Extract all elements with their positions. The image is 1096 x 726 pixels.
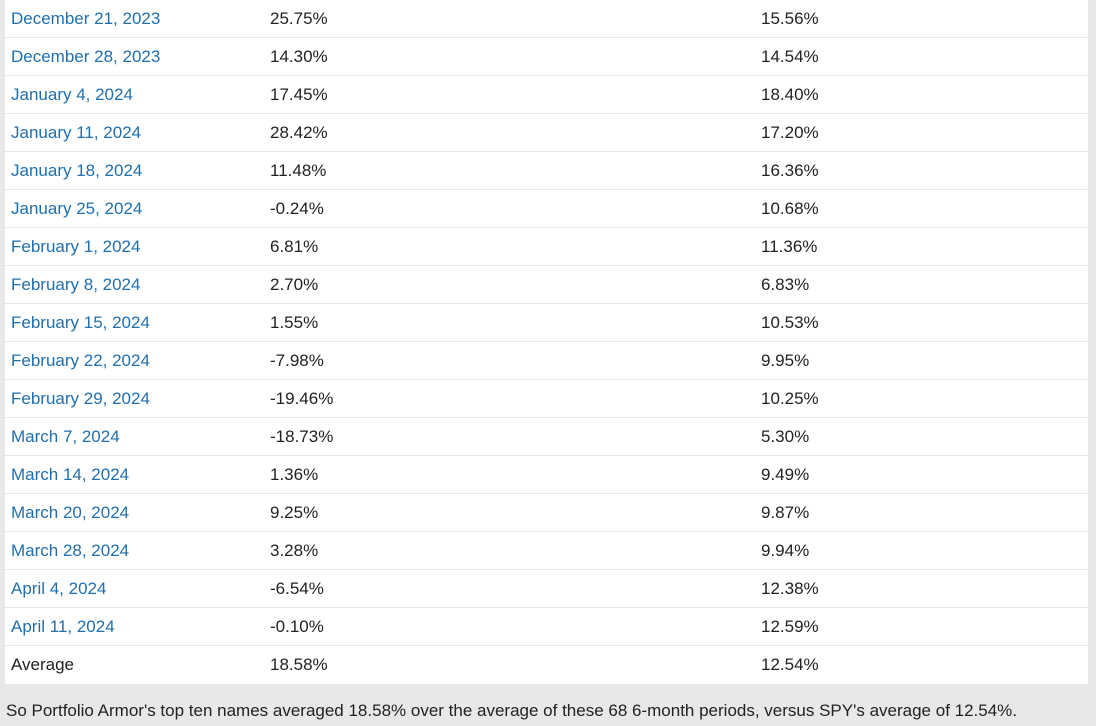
- date-link[interactable]: January 25, 2024: [11, 198, 143, 218]
- date-cell: April 11, 2024: [5, 607, 264, 646]
- average-top-ten-return: 18.58%: [270, 655, 328, 674]
- average-label: Average: [11, 655, 75, 674]
- top-ten-return-cell: -18.73%: [264, 417, 755, 456]
- table-row: March 14, 2024 1.36% 9.49%: [5, 455, 1088, 494]
- date-cell: February 8, 2024: [5, 265, 264, 304]
- spy-return-cell: 12.38%: [755, 569, 1088, 608]
- spy-return-cell: 11.36%: [755, 227, 1088, 266]
- top-ten-return-cell: 3.28%: [264, 531, 755, 570]
- date-cell: January 18, 2024: [5, 151, 264, 190]
- spy-return-cell: 16.36%: [755, 151, 1088, 190]
- top-ten-return-cell: 14.30%: [264, 37, 755, 76]
- table-row: February 22, 2024 -7.98% 9.95%: [5, 341, 1088, 380]
- average-spy-return: 12.54%: [761, 655, 819, 674]
- performance-table-body: December 21, 2023 25.75% 15.56% December 28…: [5, 0, 1088, 684]
- top-ten-return-cell: 17.45%: [264, 75, 755, 114]
- spy-return-cell: 17.20%: [755, 113, 1088, 152]
- top-ten-return-cell: -19.46%: [264, 379, 755, 418]
- table-row: January 4, 2024 17.45% 18.40%: [5, 75, 1088, 114]
- date-cell: March 28, 2024: [5, 531, 264, 570]
- date-cell: January 4, 2024: [5, 75, 264, 114]
- date-cell: December 21, 2023: [5, 0, 264, 38]
- top-ten-return-cell: -6.54%: [264, 569, 755, 608]
- date-link[interactable]: April 11, 2024: [11, 616, 115, 636]
- spy-return-cell: 6.83%: [755, 265, 1088, 304]
- date-link[interactable]: January 11, 2024: [11, 122, 142, 142]
- table-row: March 28, 2024 3.28% 9.94%: [5, 531, 1088, 570]
- table-row: March 20, 2024 9.25% 9.87%: [5, 493, 1088, 532]
- date-link[interactable]: January 4, 2024: [11, 84, 133, 104]
- top-ten-return-cell: 25.75%: [264, 0, 755, 38]
- table-row: January 25, 2024 -0.24% 10.68%: [5, 189, 1088, 228]
- summary-paragraph: So Portfolio Armor's top ten names avera…: [6, 701, 1018, 720]
- average-row: Average 18.58% 12.54%: [5, 646, 1088, 685]
- table-row: December 21, 2023 25.75% 15.56%: [5, 0, 1088, 38]
- date-cell: March 20, 2024: [5, 493, 264, 532]
- date-cell: February 22, 2024: [5, 341, 264, 380]
- spy-return-cell: 10.53%: [755, 303, 1088, 342]
- date-cell: February 1, 2024: [5, 227, 264, 266]
- spy-return-cell: 9.94%: [755, 531, 1088, 570]
- table-row: December 28, 2023 14.30% 14.54%: [5, 37, 1088, 76]
- date-cell: April 4, 2024: [5, 569, 264, 608]
- table-row: April 4, 2024 -6.54% 12.38%: [5, 569, 1088, 608]
- spy-return-cell: 14.54%: [755, 37, 1088, 76]
- top-ten-return-cell: -0.24%: [264, 189, 755, 228]
- table-row: February 8, 2024 2.70% 6.83%: [5, 265, 1088, 304]
- date-link[interactable]: March 28, 2024: [11, 540, 130, 560]
- date-cell: February 29, 2024: [5, 379, 264, 418]
- spy-return-cell: 12.59%: [755, 607, 1088, 646]
- date-cell: February 15, 2024: [5, 303, 264, 342]
- date-link[interactable]: February 8, 2024: [11, 274, 141, 294]
- spy-return-cell: 9.49%: [755, 455, 1088, 494]
- performance-table: December 21, 2023 25.75% 15.56% December 28…: [5, 0, 1088, 684]
- date-link[interactable]: March 20, 2024: [11, 502, 130, 522]
- top-ten-return-cell: 11.48%: [264, 151, 755, 190]
- spy-return-cell: 15.56%: [755, 0, 1088, 38]
- top-ten-return-cell: -7.98%: [264, 341, 755, 380]
- date-cell: January 25, 2024: [5, 189, 264, 228]
- date-link[interactable]: January 18, 2024: [11, 160, 143, 180]
- date-link[interactable]: March 7, 2024: [11, 426, 120, 446]
- date-cell: March 7, 2024: [5, 417, 264, 456]
- spy-return-cell: 18.40%: [755, 75, 1088, 114]
- table-row: January 11, 2024 28.42% 17.20%: [5, 113, 1088, 152]
- table-row: March 7, 2024 -18.73% 5.30%: [5, 417, 1088, 456]
- spy-return-cell: 9.87%: [755, 493, 1088, 532]
- top-ten-return-cell: 1.36%: [264, 455, 755, 494]
- date-link[interactable]: April 4, 2024: [11, 578, 107, 598]
- date-cell: December 28, 2023: [5, 37, 264, 76]
- date-link[interactable]: March 14, 2024: [11, 464, 130, 484]
- table-row: February 29, 2024 -19.46% 10.25%: [5, 379, 1088, 418]
- spy-return-cell: 5.30%: [755, 417, 1088, 456]
- top-ten-return-cell: 9.25%: [264, 493, 755, 532]
- date-cell: January 11, 2024: [5, 113, 264, 152]
- table-row: April 11, 2024 -0.10% 12.59%: [5, 607, 1088, 646]
- date-link[interactable]: February 15, 2024: [11, 312, 150, 332]
- top-ten-return-cell: -0.10%: [264, 607, 755, 646]
- top-ten-return-cell: 6.81%: [264, 227, 755, 266]
- date-link[interactable]: February 22, 2024: [11, 350, 150, 370]
- top-ten-return-cell: 28.42%: [264, 113, 755, 152]
- date-link[interactable]: February 1, 2024: [11, 236, 141, 256]
- spy-return-cell: 9.95%: [755, 341, 1088, 380]
- table-row: February 15, 2024 1.55% 10.53%: [5, 303, 1088, 342]
- date-link[interactable]: December 21, 2023: [11, 8, 161, 28]
- date-cell: March 14, 2024: [5, 455, 264, 494]
- table-row: February 1, 2024 6.81% 11.36%: [5, 227, 1088, 266]
- table-row: January 18, 2024 11.48% 16.36%: [5, 151, 1088, 190]
- date-link[interactable]: February 29, 2024: [11, 388, 150, 408]
- top-ten-return-cell: 2.70%: [264, 265, 755, 304]
- spy-return-cell: 10.25%: [755, 379, 1088, 418]
- top-ten-return-cell: 1.55%: [264, 303, 755, 342]
- date-link[interactable]: December 28, 2023: [11, 46, 161, 66]
- spy-return-cell: 10.68%: [755, 189, 1088, 228]
